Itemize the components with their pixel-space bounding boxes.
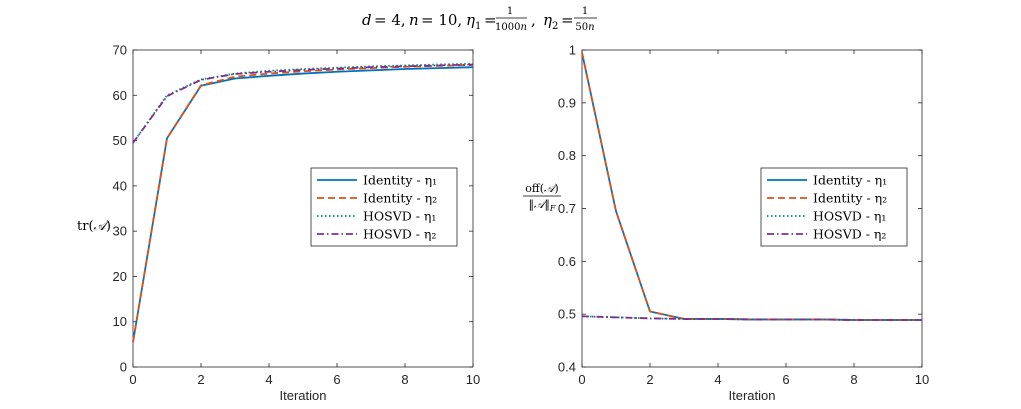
series-line-3 — [581, 315, 922, 321]
svg-text:= 4,: = 4, — [374, 11, 406, 29]
svg-text:η: η — [466, 11, 475, 29]
svg-text:d: d — [362, 11, 372, 29]
y-tick-label: 10 — [113, 314, 127, 329]
legend-box — [760, 167, 908, 247]
right-ylabel: off(𝒜) ‖𝒜‖F — [523, 182, 561, 213]
left-ylabel: tr(𝒜) — [77, 219, 111, 234]
x-tick-label: 4 — [265, 372, 272, 387]
x-tick-label: 0 — [578, 372, 585, 387]
svg-text:η: η — [543, 11, 552, 29]
svg-text:1000n: 1000n — [495, 22, 527, 33]
legend: Identity - η₁ Identity - η₂ HOSVD - η₁ HOSV… — [310, 167, 458, 247]
svg-text:tr(𝒜): tr(𝒜) — [77, 219, 111, 234]
svg-text:2: 2 — [552, 21, 558, 32]
svg-text:‖𝒜‖F: ‖𝒜‖F — [529, 198, 556, 213]
legend-entry-label: HOSVD - η₂ — [363, 227, 436, 242]
series-line-2 — [581, 52, 922, 321]
x-tick-label: 6 — [782, 372, 789, 387]
y-tick-label: 20 — [113, 269, 127, 284]
x-tick-label: 0 — [129, 372, 136, 387]
y-tick-label: 0 — [120, 360, 127, 375]
x-tick-label: 6 — [333, 372, 340, 387]
x-axis-label: Iteration — [280, 388, 327, 403]
x-tick-label: 4 — [714, 372, 721, 387]
legend-entry-label: HOSVD - η₁ — [813, 209, 886, 224]
svg-text:1: 1 — [507, 6, 513, 17]
y-tick-label: 60 — [113, 88, 127, 103]
svg-text:n: n — [409, 11, 419, 29]
y-tick-label: 1 — [569, 43, 576, 58]
svg-text:1: 1 — [582, 6, 588, 17]
y-tick-label: 40 — [113, 178, 127, 193]
x-axis-label: Iteration — [729, 388, 776, 403]
legend: Identity - η₁ Identity - η₂ HOSVD - η₁ HOSV… — [760, 167, 908, 247]
legend-entry-label: Identity - η₂ — [363, 191, 437, 206]
x-tick-label: 8 — [401, 372, 408, 387]
figure-suptitle: d = 4, n = 10, η 1 = 1 1000n , η 2 = 1 5… — [362, 6, 597, 33]
legend-entry-label: Identity - η₂ — [813, 191, 887, 206]
legend-entry-label: Identity - η₁ — [813, 173, 887, 188]
y-tick-label: 0.8 — [558, 148, 576, 163]
series-line-3 — [132, 62, 474, 144]
svg-text:off(𝒜): off(𝒜) — [525, 182, 558, 195]
left-plot-trace: 0 2 4 6 8 10 0 10 20 30 40 50 60 70 Iteration Identity … — [113, 43, 481, 404]
legend-entry-label: HOSVD - η₂ — [813, 227, 886, 242]
series-line-4 — [132, 63, 474, 144]
y-tick-label: 0.5 — [558, 307, 576, 322]
svg-text:=: = — [561, 11, 574, 29]
series-line-4 — [581, 315, 922, 321]
right-plot-offdiag-ratio: 0 2 4 6 8 10 0.4 0.5 0.6 0.7 0.8 0.9 1 Iteration Ident… — [558, 43, 929, 404]
x-tick-label: 10 — [466, 372, 480, 387]
svg-text:= 10,: = 10, — [421, 11, 462, 29]
x-tick-label: 10 — [915, 372, 929, 387]
svg-text:=: = — [484, 11, 497, 29]
y-tick-label: 0.6 — [558, 254, 576, 269]
y-tick-label: 50 — [113, 133, 127, 148]
y-tick-label: 0.7 — [558, 201, 576, 216]
svg-text:50n: 50n — [575, 22, 594, 33]
y-tick-label: 30 — [113, 224, 127, 239]
y-tick-label: 0.9 — [558, 95, 576, 110]
legend-box — [310, 167, 458, 247]
x-tick-label: 2 — [646, 372, 653, 387]
y-tick-label: 0.4 — [558, 360, 576, 375]
x-tick-label: 8 — [850, 372, 857, 387]
svg-text:1: 1 — [475, 21, 481, 32]
svg-text:,: , — [531, 11, 536, 29]
legend-entry-label: HOSVD - η₁ — [363, 209, 436, 224]
legend-entry-label: Identity - η₁ — [363, 173, 437, 188]
x-tick-label: 2 — [197, 372, 204, 387]
y-tick-label: 70 — [113, 43, 127, 58]
